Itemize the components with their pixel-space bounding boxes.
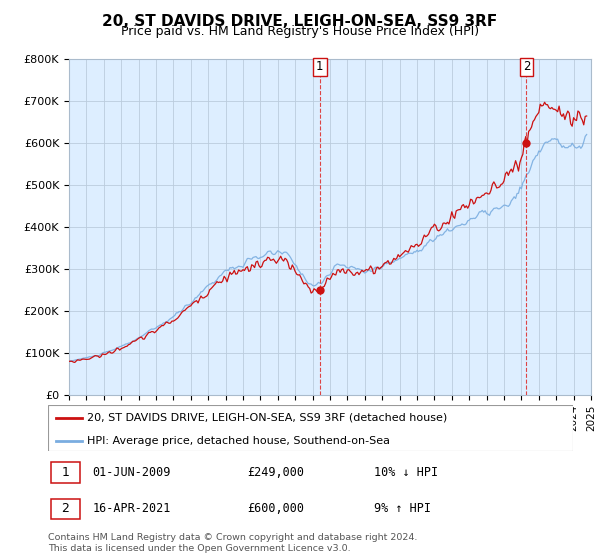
- Text: 9% ↑ HPI: 9% ↑ HPI: [373, 502, 431, 515]
- Text: 20, ST DAVIDS DRIVE, LEIGH-ON-SEA, SS9 3RF (detached house): 20, ST DAVIDS DRIVE, LEIGH-ON-SEA, SS9 3…: [88, 413, 448, 423]
- Text: 01-JUN-2009: 01-JUN-2009: [92, 466, 171, 479]
- FancyBboxPatch shape: [50, 498, 79, 519]
- Text: £600,000: £600,000: [248, 502, 305, 515]
- Text: 16-APR-2021: 16-APR-2021: [92, 502, 171, 515]
- Text: 1: 1: [316, 60, 323, 73]
- Text: Price paid vs. HM Land Registry's House Price Index (HPI): Price paid vs. HM Land Registry's House …: [121, 25, 479, 38]
- Text: 1: 1: [61, 466, 69, 479]
- Text: HPI: Average price, detached house, Southend-on-Sea: HPI: Average price, detached house, Sout…: [88, 436, 391, 446]
- Text: Contains HM Land Registry data © Crown copyright and database right 2024.
This d: Contains HM Land Registry data © Crown c…: [48, 533, 418, 553]
- Text: 2: 2: [523, 60, 530, 73]
- Text: £249,000: £249,000: [248, 466, 305, 479]
- Text: 10% ↓ HPI: 10% ↓ HPI: [373, 466, 437, 479]
- Text: 2: 2: [61, 502, 69, 515]
- FancyBboxPatch shape: [50, 462, 79, 483]
- Text: 20, ST DAVIDS DRIVE, LEIGH-ON-SEA, SS9 3RF: 20, ST DAVIDS DRIVE, LEIGH-ON-SEA, SS9 3…: [103, 14, 497, 29]
